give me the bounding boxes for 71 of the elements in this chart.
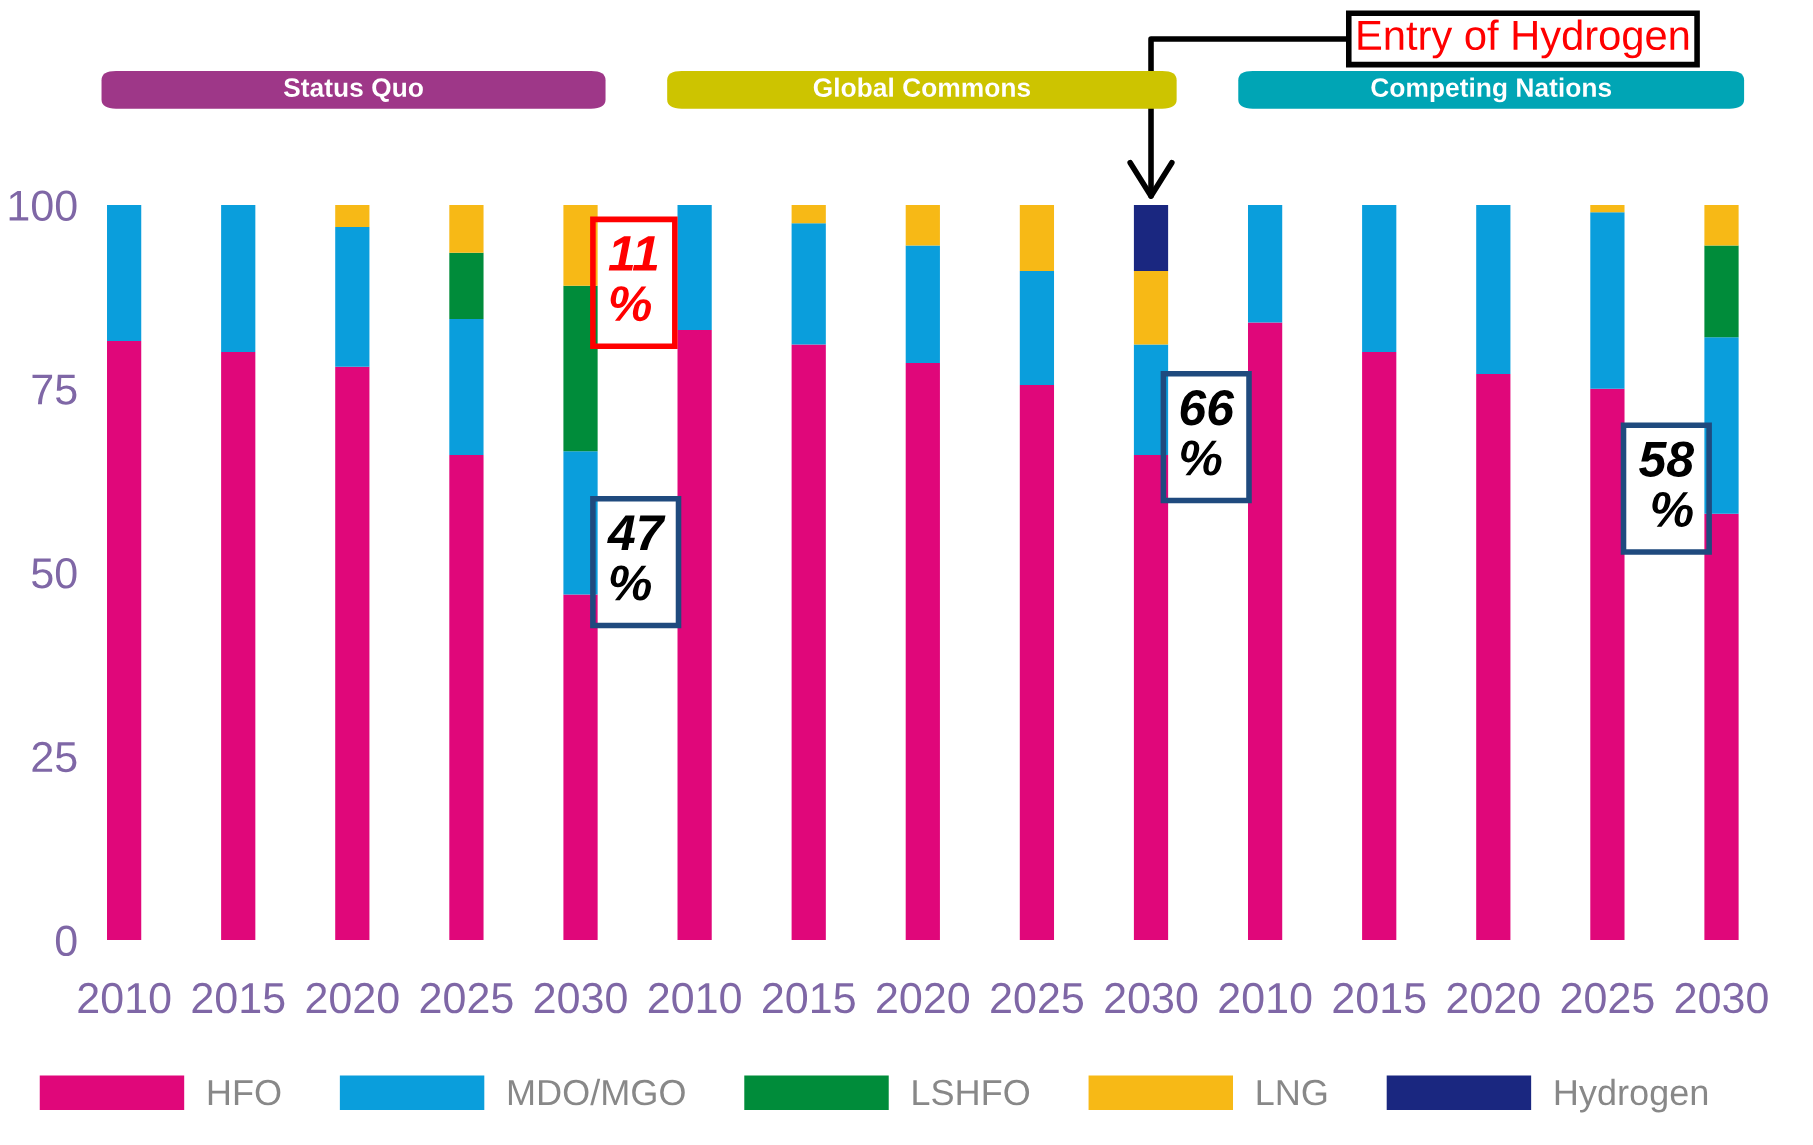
- x-tick-label: 2025: [991, 982, 1084, 1014]
- bar: [335, 227, 370, 367]
- annotation: 11 %: [608, 236, 658, 322]
- legend-label: HFO: [208, 1079, 281, 1106]
- bar: [335, 204, 370, 228]
- bar: [1476, 374, 1511, 941]
- y-tick-label: 75: [32, 374, 77, 405]
- legend-label: LNG: [1257, 1079, 1327, 1106]
- bar: [1019, 204, 1055, 272]
- bar: [905, 245, 940, 363]
- annotation: 47 %: [607, 515, 666, 601]
- bar: [791, 223, 826, 345]
- bar: [107, 204, 142, 341]
- x-tick-label: 2020: [1447, 982, 1540, 1014]
- x-tick-label: 2030: [1675, 982, 1768, 1014]
- bar: [1704, 513, 1739, 941]
- bar: [1362, 204, 1397, 352]
- y-tick-label: 0: [55, 925, 77, 957]
- bar: [1133, 271, 1169, 345]
- annotation: 58 %: [1639, 441, 1695, 528]
- legend-label: MDO/MGO: [508, 1078, 685, 1106]
- bar: [1590, 388, 1625, 941]
- bar: [905, 363, 940, 941]
- bar: [335, 366, 370, 941]
- x-tick-label: 2025: [420, 982, 513, 1014]
- x-tick-label: 2015: [192, 982, 285, 1014]
- text: Status Quo: [283, 78, 423, 102]
- x-tick-label: 2010: [1219, 982, 1312, 1014]
- text: Entry of Hydrogen: [1358, 19, 1689, 59]
- bar: [1704, 204, 1739, 246]
- bar: [563, 285, 598, 452]
- bar: [1133, 204, 1169, 272]
- bar: [563, 594, 598, 941]
- annotation: 66 %: [1180, 390, 1235, 476]
- bar: [1133, 454, 1169, 941]
- x-tick-label: 2010: [648, 982, 741, 1014]
- bar: [1362, 351, 1397, 941]
- bar: [1248, 322, 1283, 941]
- bar: [221, 204, 256, 352]
- bar: [449, 252, 484, 319]
- bar: [1019, 385, 1055, 941]
- y-tick-label: 100: [9, 190, 77, 221]
- y-tick-label: 25: [32, 741, 77, 773]
- bar: [1590, 204, 1625, 213]
- bar: [449, 318, 484, 455]
- text: Competing Nations: [1371, 77, 1612, 103]
- bar: [221, 351, 256, 941]
- x-tick-label: 2025: [1561, 982, 1654, 1014]
- legend-label: Hydrogen: [1555, 1078, 1708, 1113]
- bar: [677, 329, 712, 941]
- bar: [449, 204, 484, 253]
- x-tick-label: 2015: [763, 982, 855, 1014]
- bar: [1704, 245, 1739, 338]
- text: Global Commons: [813, 77, 1031, 97]
- x-tick-label: 2020: [306, 982, 399, 1014]
- x-tick-label: 2010: [78, 982, 171, 1014]
- bar: [449, 454, 484, 941]
- bar: [791, 204, 826, 224]
- bar: [905, 204, 940, 246]
- x-tick-label: 2030: [534, 982, 627, 1014]
- bar: [1248, 204, 1283, 323]
- legend-label: LSHFO: [913, 1079, 1030, 1106]
- bar: [1019, 271, 1055, 386]
- bar: [1476, 204, 1511, 375]
- bar: [791, 344, 826, 941]
- x-tick-label: 2030: [1105, 982, 1198, 1014]
- bar: [107, 340, 142, 941]
- x-tick-label: 2020: [877, 982, 970, 1014]
- y-tick-label: 50: [32, 558, 77, 589]
- x-tick-label: 2015: [1333, 982, 1426, 1014]
- bar: [1590, 212, 1625, 389]
